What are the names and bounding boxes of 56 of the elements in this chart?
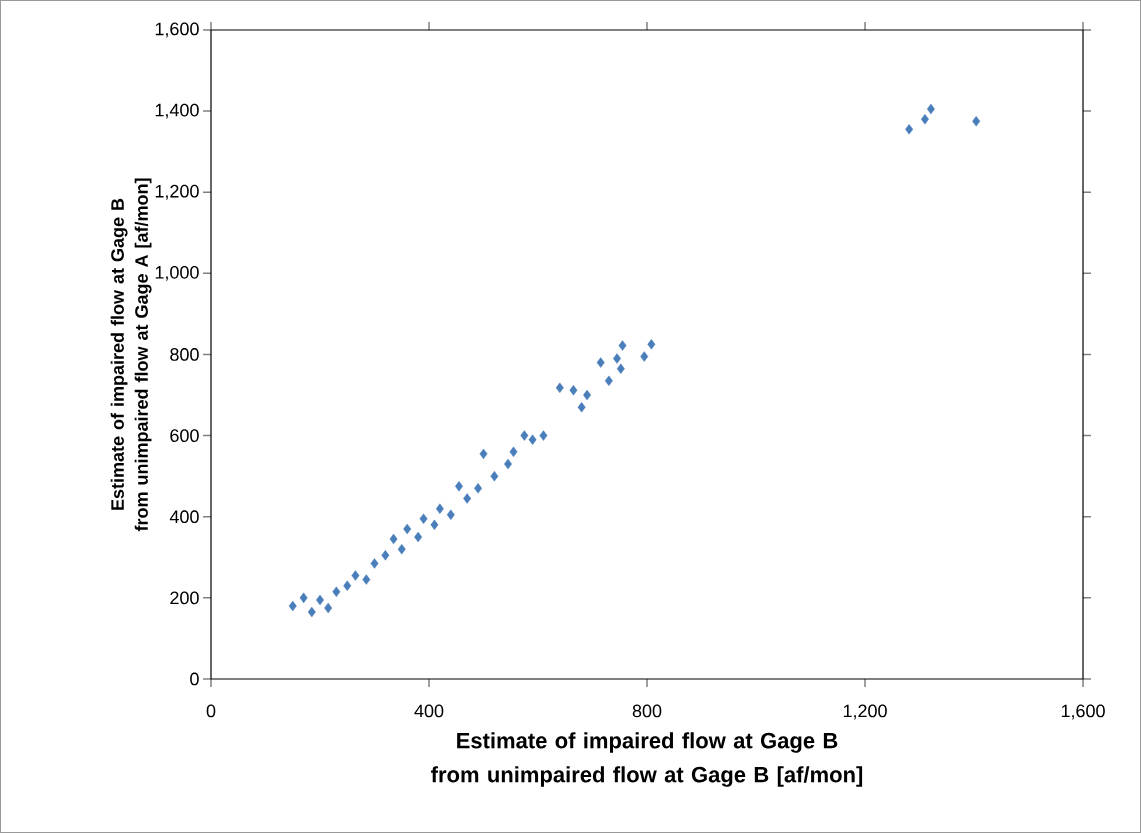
y-tick-label: 400 bbox=[169, 510, 199, 524]
point bbox=[474, 483, 482, 494]
point bbox=[520, 430, 529, 441]
point bbox=[479, 448, 488, 460]
point bbox=[905, 124, 914, 135]
x-tick-label: 1,600 bbox=[1061, 704, 1105, 720]
point bbox=[528, 434, 537, 445]
point bbox=[490, 470, 499, 482]
y-tick-label: 1,400 bbox=[155, 103, 199, 119]
point bbox=[539, 430, 548, 441]
point bbox=[647, 339, 656, 350]
y-tick-label: 200 bbox=[170, 591, 199, 605]
point bbox=[403, 523, 412, 535]
y-tick-label: 800 bbox=[170, 348, 199, 361]
y-tick-label: 1,200 bbox=[155, 184, 199, 200]
point bbox=[435, 503, 444, 514]
point bbox=[596, 357, 605, 368]
point bbox=[389, 533, 398, 545]
point bbox=[640, 351, 649, 362]
point bbox=[604, 375, 613, 387]
y-tick-label: 600 bbox=[170, 429, 199, 442]
point bbox=[446, 509, 455, 520]
point bbox=[332, 586, 341, 597]
point bbox=[509, 446, 518, 458]
point bbox=[430, 519, 439, 531]
point bbox=[618, 340, 627, 351]
y-tick-label: 1,000 bbox=[155, 265, 199, 281]
point bbox=[351, 570, 360, 581]
point bbox=[299, 592, 308, 604]
point bbox=[613, 353, 621, 364]
point bbox=[288, 600, 297, 612]
point bbox=[921, 114, 929, 125]
point bbox=[972, 116, 981, 127]
point bbox=[569, 384, 578, 396]
y-axis-title: Estimate of impaired flow at Gage B from unimpaired flow at Gage A [af/mon] bbox=[110, 178, 152, 532]
point bbox=[307, 606, 316, 618]
point bbox=[577, 402, 586, 413]
point bbox=[324, 602, 333, 614]
point bbox=[414, 531, 423, 543]
point bbox=[419, 513, 428, 524]
point bbox=[463, 493, 472, 504]
y-tick-label: 0 bbox=[190, 672, 199, 686]
point bbox=[362, 574, 371, 585]
point bbox=[555, 382, 564, 393]
point bbox=[343, 580, 352, 591]
x-tick-label: 800 bbox=[632, 704, 662, 718]
point bbox=[381, 550, 390, 561]
point bbox=[616, 363, 625, 374]
y-tick-label: 1,600 bbox=[155, 22, 199, 38]
point bbox=[397, 544, 406, 555]
x-axis-title: Estimate of impaired flow at Gage B from unimpaired flow at Gage B [af/mon] bbox=[431, 732, 863, 787]
x-tick-label: 1,200 bbox=[843, 704, 887, 720]
x-tick-label: 0 bbox=[206, 704, 216, 718]
point bbox=[370, 558, 379, 569]
point bbox=[455, 481, 463, 492]
x-tick-label: 400 bbox=[414, 704, 444, 718]
